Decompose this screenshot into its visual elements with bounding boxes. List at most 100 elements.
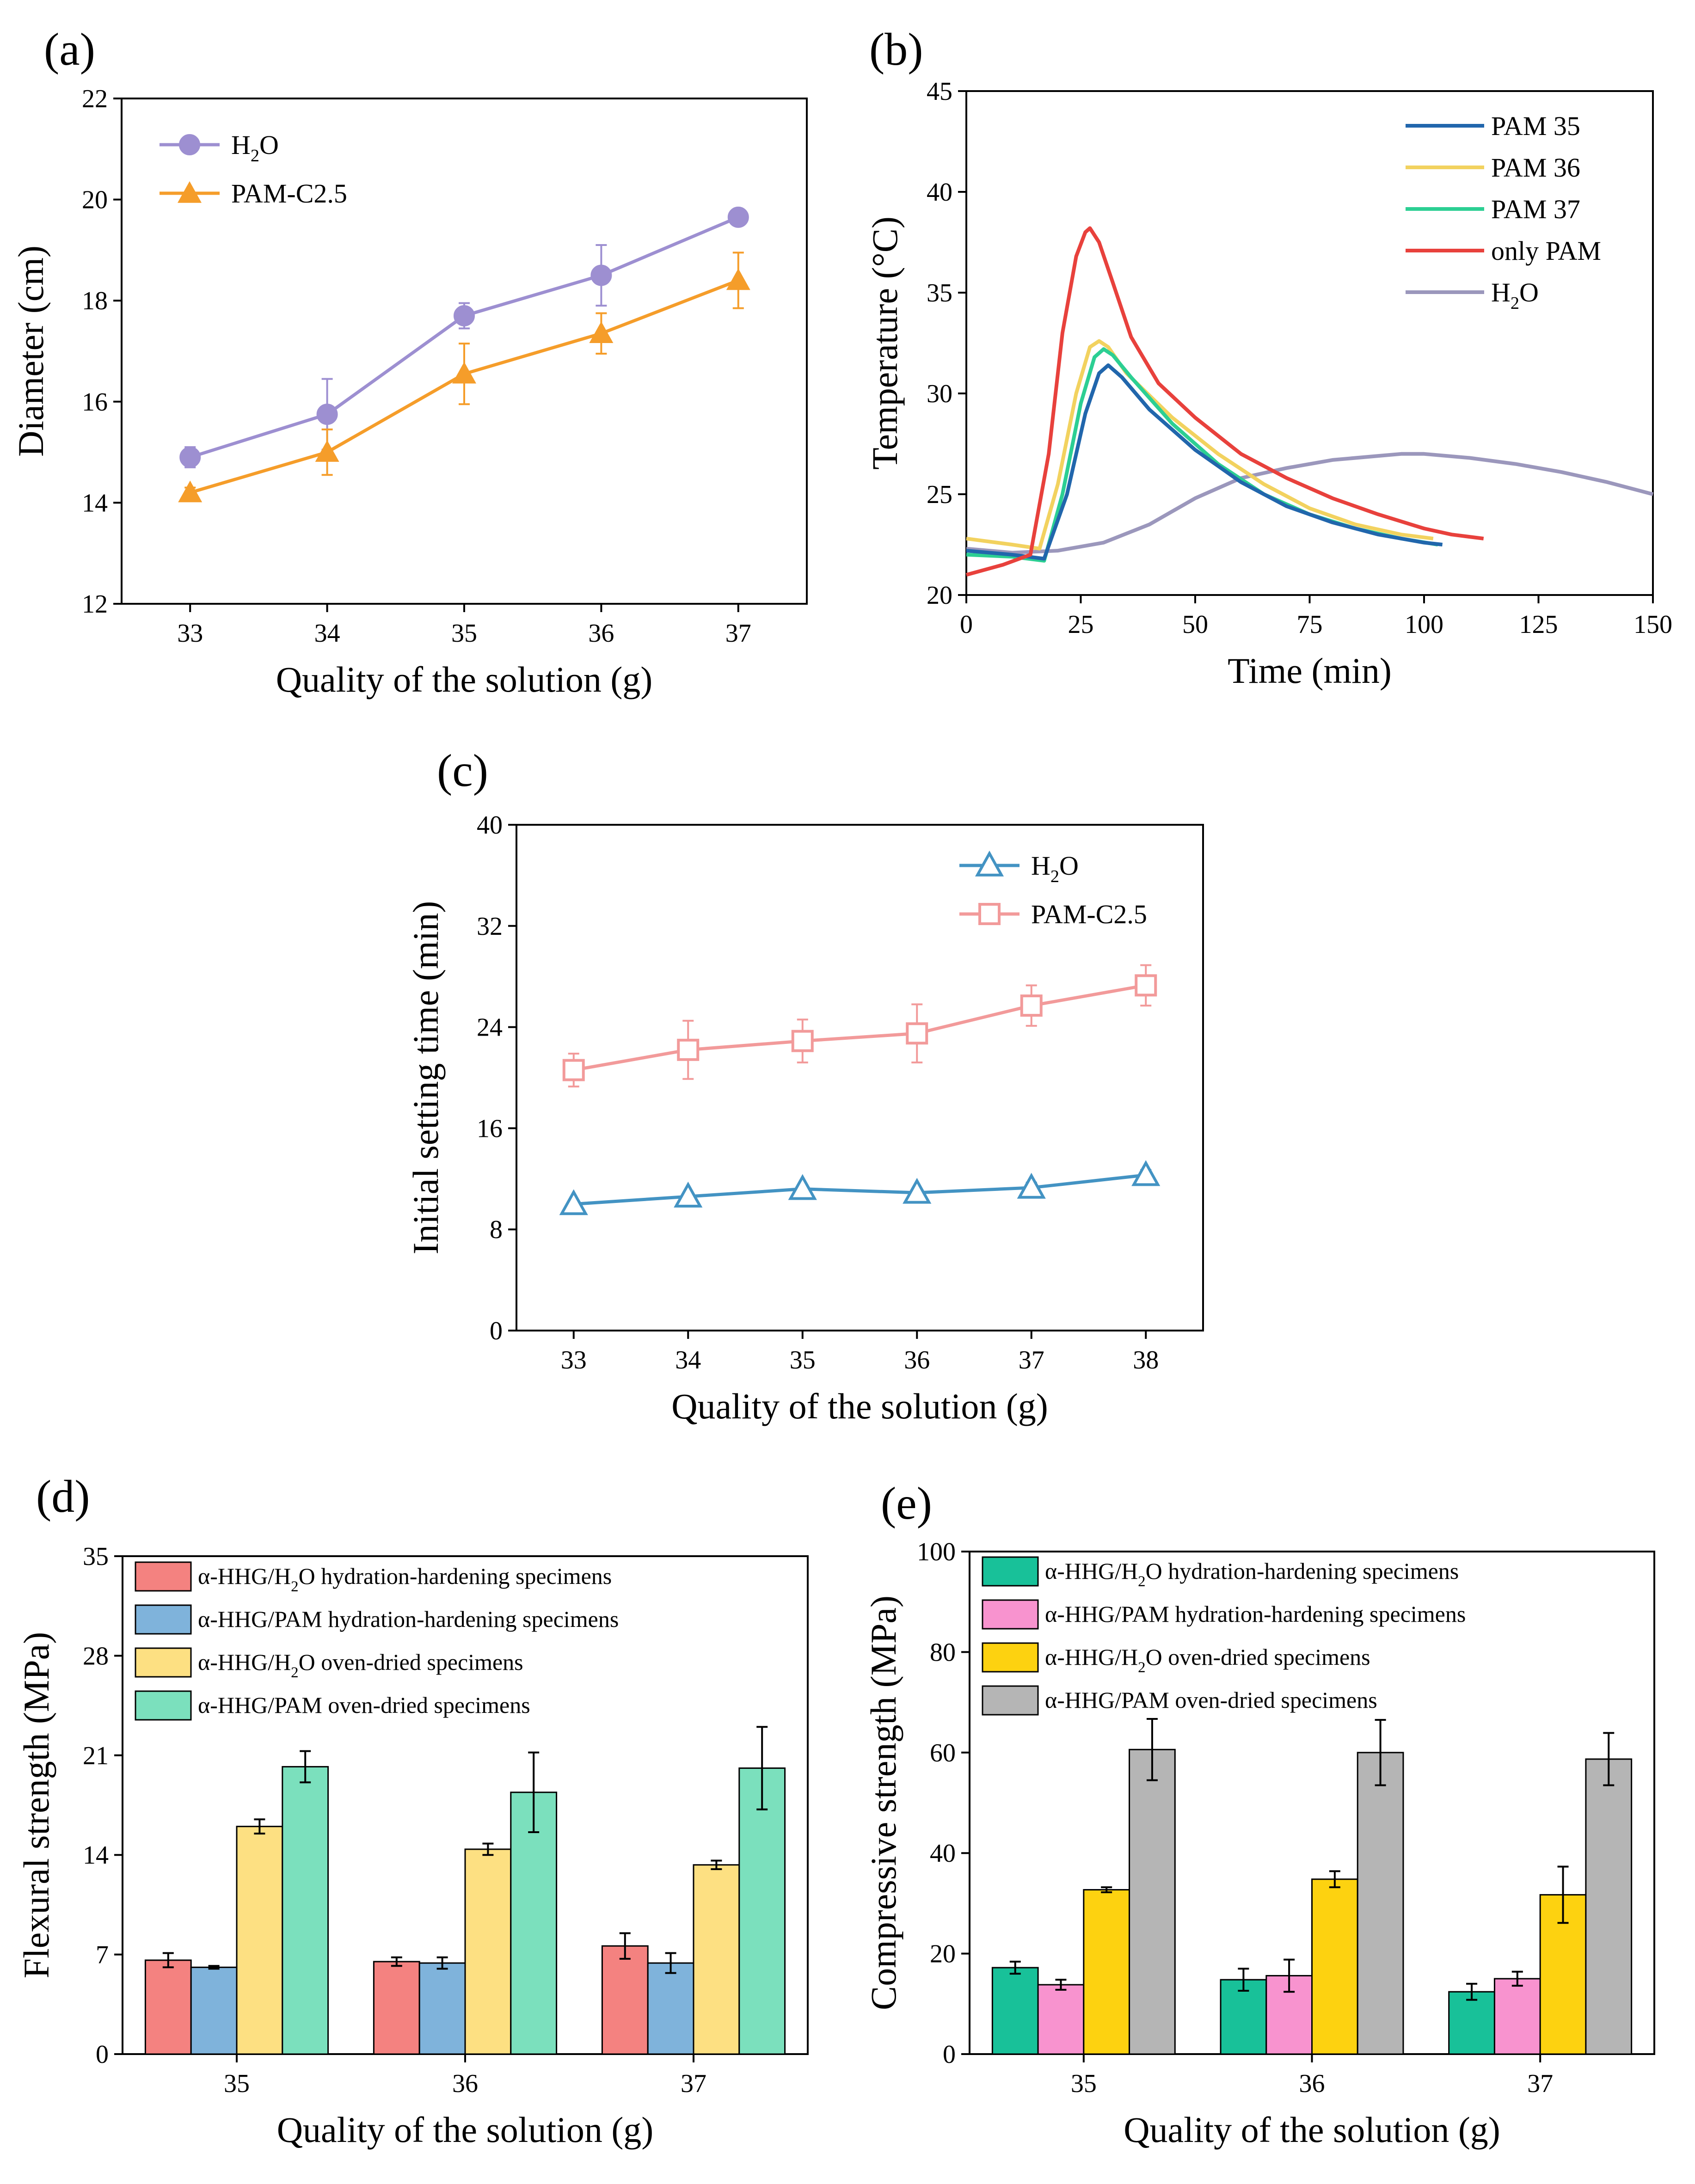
- a-xtick-label: 33: [177, 619, 203, 648]
- e-legend-label-tail: O oven-dried specimens: [1146, 1644, 1370, 1670]
- d-legend-label-tail: O oven-dried specimens: [299, 1649, 523, 1675]
- d-xtick-label: 36: [452, 2069, 478, 2098]
- chart-b-temperature: 20 25 30 35 40 45 0 25 50 75 100 125 150 Time (min) Te…: [865, 77, 1672, 691]
- e-ytick-label: 60: [930, 1739, 956, 1767]
- b-xtick-label: 75: [1297, 610, 1323, 639]
- b-legend-label-main: only PAM: [1491, 236, 1601, 266]
- e-ytick-label: 20: [930, 1940, 956, 1969]
- d-bar-0: [373, 1961, 420, 2055]
- b-ytick-label: 30: [927, 380, 952, 408]
- a-series-0-point: [316, 404, 338, 425]
- e-xtick-label: 36: [1299, 2069, 1325, 2098]
- e-legend-swatch: [982, 1599, 1039, 1630]
- a-series-0-point: [454, 305, 475, 326]
- e-bar-1: [1037, 1984, 1085, 2055]
- c-series-1-point: [1020, 994, 1043, 1017]
- b-ytick-label: 45: [927, 77, 952, 106]
- b-xlabel: Time (min): [1228, 650, 1392, 691]
- b-xtick-label: 25: [1068, 610, 1094, 639]
- d-legend-label: α-HHG/PAM hydration-hardening specimens: [198, 1606, 619, 1632]
- d-bar-1: [647, 1962, 694, 2055]
- b-ytick-label: 25: [927, 480, 952, 509]
- c-ytick-label: 40: [477, 811, 503, 840]
- c-ylabel: Initial setting time (min): [405, 901, 446, 1255]
- d-legend-swatch: [135, 1690, 192, 1721]
- c-xtick-label: 37: [1019, 1346, 1044, 1374]
- e-xtick-label: 35: [1071, 2069, 1097, 2098]
- d-legend-label-sub: 2: [291, 1664, 299, 1681]
- a-series-1-point: [178, 480, 203, 503]
- c-xtick-label: 33: [561, 1346, 587, 1374]
- a-ytick-label: 14: [82, 489, 108, 517]
- b-xtick-label: 125: [1519, 610, 1558, 639]
- c-series-1-point: [791, 1030, 814, 1052]
- a-legend-label-sub: 2: [251, 146, 259, 166]
- b-series-0-line: [966, 363, 1443, 561]
- d-ytick-label: 21: [83, 1742, 109, 1770]
- e-legend-swatch: [982, 1642, 1039, 1673]
- d-xtick-label: 35: [224, 2069, 250, 2098]
- c-xtick-label: 36: [904, 1346, 930, 1374]
- e-bar-2: [1311, 1878, 1358, 2055]
- c-legend-label-tail: O: [1059, 851, 1079, 881]
- d-bar-1: [418, 1962, 466, 2055]
- a-xtick-label: 34: [314, 619, 340, 648]
- d-legend-label-main: α-HHG/H: [198, 1649, 291, 1675]
- c-series-0-point: [903, 1178, 932, 1204]
- e-xtick-label: 37: [1527, 2069, 1553, 2098]
- a-ytick-label: 22: [82, 85, 108, 113]
- c-series-0-point: [1017, 1172, 1046, 1199]
- c-legend-label-main: PAM-C2.5: [1031, 899, 1147, 929]
- a-legend-label: PAM-C2.5: [231, 178, 347, 209]
- a-series-0-point: [727, 206, 749, 228]
- b-legend-label-main: PAM 36: [1491, 153, 1580, 183]
- d-legend-label: α-HHG/H2O oven-dried specimens: [198, 1649, 523, 1681]
- c-xtick-label: 34: [675, 1346, 701, 1374]
- e-legend-label-tail: O hydration-hardening specimens: [1146, 1558, 1459, 1584]
- e-bar-0: [1448, 1991, 1495, 2055]
- e-legend-label: α-HHG/PAM oven-dried specimens: [1045, 1687, 1377, 1713]
- c-series-1-point: [1135, 974, 1157, 997]
- e-legend-label: α-HHG/H2O oven-dried specimens: [1045, 1644, 1370, 1676]
- a-series-1-point: [452, 362, 476, 384]
- d-legend-label-main: α-HHG/PAM hydration-hardening specimens: [198, 1606, 619, 1632]
- e-legend-label-main: α-HHG/H: [1045, 1558, 1138, 1584]
- c-series-0-point: [788, 1174, 817, 1200]
- e-bar-1: [1493, 1978, 1541, 2055]
- b-legend-label-main: PAM 37: [1491, 194, 1580, 224]
- b-legend-label-main: H: [1491, 277, 1511, 307]
- d-ytick-label: 7: [96, 1941, 109, 1969]
- c-ytick-label: 32: [477, 912, 503, 941]
- a-legend-label-main: H: [231, 130, 251, 160]
- b-xtick-label: 150: [1634, 610, 1672, 639]
- panel-label-a: (a): [44, 24, 95, 75]
- a-xlabel: Quality of the solution (g): [276, 659, 653, 699]
- chart-a-diameter: 12 14 16 18 20 22 33 34 35 36 37 Quality of the sol…: [11, 85, 808, 699]
- a-series-0-point: [179, 447, 201, 468]
- d-xlabel: Quality of the solution (g): [277, 2110, 654, 2150]
- b-legend-label-main: PAM 35: [1491, 111, 1580, 141]
- d-legend-label-main: α-HHG/PAM oven-dried specimens: [198, 1692, 530, 1718]
- e-ytick-label: 0: [943, 2040, 956, 2069]
- c-xlabel: Quality of the solution (g): [671, 1386, 1048, 1426]
- c-legend-marker: [978, 903, 1001, 925]
- d-ytick-label: 0: [96, 2040, 109, 2069]
- c-series-1-point: [906, 1022, 928, 1045]
- d-bar-0: [144, 1959, 192, 2055]
- c-series-0-line: [573, 1173, 1146, 1206]
- e-legend-label: α-HHG/PAM hydration-hardening specimens: [1045, 1601, 1466, 1627]
- e-legend-swatch: [982, 1556, 1039, 1587]
- a-legend-label-main: PAM-C2.5: [231, 178, 347, 209]
- e-ytick-label: 100: [917, 1538, 956, 1566]
- chart-e-compressive-strength: 0 20 40 60 80 100 Quality of the solution (g) C…: [863, 1538, 1655, 2150]
- d-legend-label-main: α-HHG/H: [198, 1563, 291, 1589]
- b-legend-label: PAM 37: [1491, 194, 1580, 224]
- d-bar-0: [601, 1945, 649, 2055]
- e-legend-label-main: α-HHG/PAM hydration-hardening specimens: [1045, 1601, 1466, 1627]
- c-xtick-label: 35: [790, 1346, 816, 1374]
- d-ylabel: Flexural strength (MPa): [16, 1632, 56, 1979]
- d-legend-swatch: [135, 1561, 192, 1592]
- b-ytick-label: 40: [927, 178, 952, 207]
- a-series-1-point: [589, 321, 614, 344]
